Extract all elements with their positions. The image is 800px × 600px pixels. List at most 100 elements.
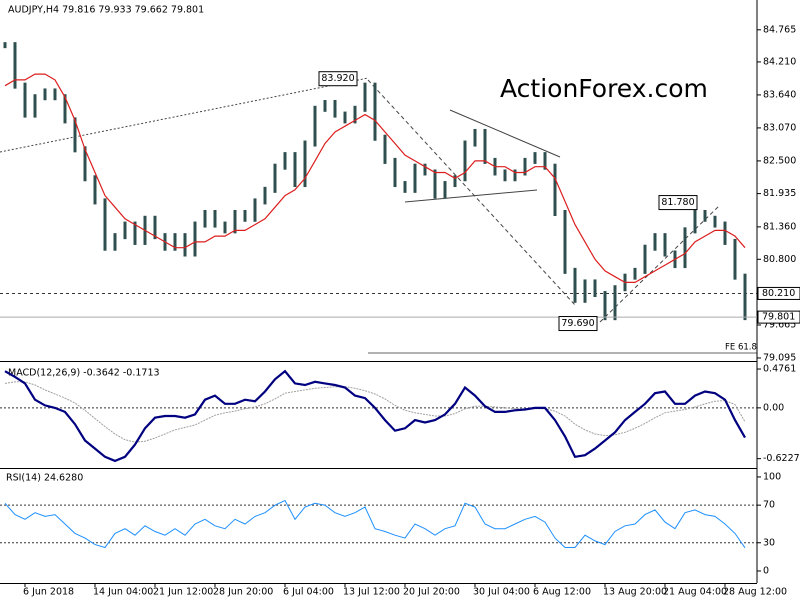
y-tick-label: 30 bbox=[763, 537, 775, 548]
y-tick-label: 82.500 bbox=[763, 155, 796, 166]
candle bbox=[403, 181, 407, 193]
triangle-line bbox=[449, 109, 561, 158]
candle bbox=[43, 88, 47, 101]
candle bbox=[383, 134, 387, 164]
candle bbox=[523, 157, 527, 176]
x-tick-label: 28 Jun 20:00 bbox=[213, 587, 273, 598]
candle bbox=[363, 82, 367, 112]
candle bbox=[93, 175, 97, 205]
candle bbox=[213, 209, 217, 228]
candle bbox=[303, 140, 307, 188]
series-line bbox=[4, 381, 746, 443]
candle bbox=[663, 233, 667, 257]
candle bbox=[343, 111, 347, 124]
candle bbox=[733, 238, 737, 280]
level-label: 80.210 bbox=[762, 288, 795, 299]
candle bbox=[693, 209, 697, 234]
x-tick-label: 13 Jul 12:00 bbox=[343, 587, 400, 598]
candle bbox=[73, 117, 77, 153]
fe-label: FE 61.8 bbox=[725, 343, 757, 353]
x-tick-label: 6 Jul 04:00 bbox=[283, 587, 334, 598]
candle bbox=[483, 128, 487, 164]
candle bbox=[473, 128, 477, 147]
annotation-box bbox=[318, 71, 358, 87]
annotation-label: 81.780 bbox=[661, 197, 694, 208]
y-tick-label: 0.4761 bbox=[763, 364, 796, 375]
candle bbox=[273, 163, 277, 193]
x-tick-label: 14 Jun 04:00 bbox=[93, 587, 153, 598]
y-tick-label: 83.640 bbox=[763, 89, 796, 100]
x-tick-label: 30 Jul 04:00 bbox=[473, 587, 530, 598]
current-price-box bbox=[757, 310, 800, 324]
y-tick-label: 81.360 bbox=[763, 221, 796, 232]
candle bbox=[313, 105, 317, 147]
candle bbox=[173, 233, 177, 251]
x-tick-label: 13 Aug 20:00 bbox=[603, 587, 667, 598]
candle bbox=[193, 221, 197, 257]
y-tick-label: 80.800 bbox=[763, 254, 796, 265]
candle bbox=[503, 169, 507, 182]
candle bbox=[423, 163, 427, 176]
candle bbox=[3, 42, 7, 49]
candle bbox=[713, 215, 717, 228]
candle bbox=[103, 198, 107, 251]
candle bbox=[203, 209, 207, 228]
candle bbox=[323, 100, 327, 112]
candle bbox=[583, 279, 587, 303]
x-tick-label: 6 Aug 12:00 bbox=[533, 587, 591, 598]
annotation-box bbox=[558, 316, 598, 332]
candle bbox=[533, 152, 537, 164]
candle bbox=[223, 221, 227, 234]
candle bbox=[643, 244, 647, 274]
y-tick-label: 84.765 bbox=[763, 24, 796, 35]
candle bbox=[443, 181, 447, 199]
candle bbox=[393, 157, 397, 188]
y-tick-label: 0 bbox=[763, 565, 769, 576]
chart-title: AUDJPY,H4 79.816 79.933 79.662 79.801 bbox=[8, 5, 204, 16]
candle bbox=[453, 175, 457, 188]
candle bbox=[13, 42, 17, 89]
y-tick-label: 79.665 bbox=[763, 319, 796, 330]
candle bbox=[463, 140, 467, 182]
candle bbox=[333, 100, 337, 118]
candle bbox=[183, 233, 187, 257]
candle bbox=[613, 285, 617, 321]
candle bbox=[543, 152, 547, 170]
candle bbox=[593, 279, 597, 298]
candle bbox=[683, 227, 687, 269]
candle bbox=[113, 233, 117, 251]
x-tick-label: 6 Jun 2018 bbox=[23, 587, 74, 598]
candle bbox=[23, 82, 27, 118]
candle bbox=[723, 221, 727, 245]
y-tick-label: 79.095 bbox=[763, 352, 796, 363]
candle bbox=[63, 94, 67, 124]
moving-average bbox=[4, 73, 746, 283]
y-tick-label: 70 bbox=[763, 500, 775, 511]
candle bbox=[513, 169, 517, 182]
candle bbox=[253, 198, 257, 222]
candle bbox=[133, 221, 137, 245]
trendlines bbox=[0, 77, 757, 354]
candle bbox=[573, 267, 577, 303]
x-tick-label: 21 Jun 12:00 bbox=[153, 587, 213, 598]
series-line bbox=[4, 499, 746, 549]
watermark: ActionForex.com bbox=[500, 74, 708, 103]
trendline bbox=[0, 77, 369, 153]
frame bbox=[0, 0, 758, 584]
y-tick-label: 81.935 bbox=[763, 188, 796, 199]
candle bbox=[283, 152, 287, 170]
macd-title: MACD(12,26,9) -0.3642 -0.1713 bbox=[8, 368, 160, 379]
triangle-line bbox=[404, 189, 538, 203]
x-tick-label: 20 Jul 20:00 bbox=[403, 587, 460, 598]
candle bbox=[153, 215, 157, 240]
candle bbox=[603, 291, 607, 321]
candle bbox=[553, 163, 557, 216]
candle bbox=[83, 146, 87, 182]
candle bbox=[373, 82, 377, 141]
candle bbox=[353, 105, 357, 124]
candle bbox=[563, 209, 567, 274]
series-line bbox=[4, 369, 746, 463]
y-tick-label: 84.210 bbox=[763, 56, 796, 67]
